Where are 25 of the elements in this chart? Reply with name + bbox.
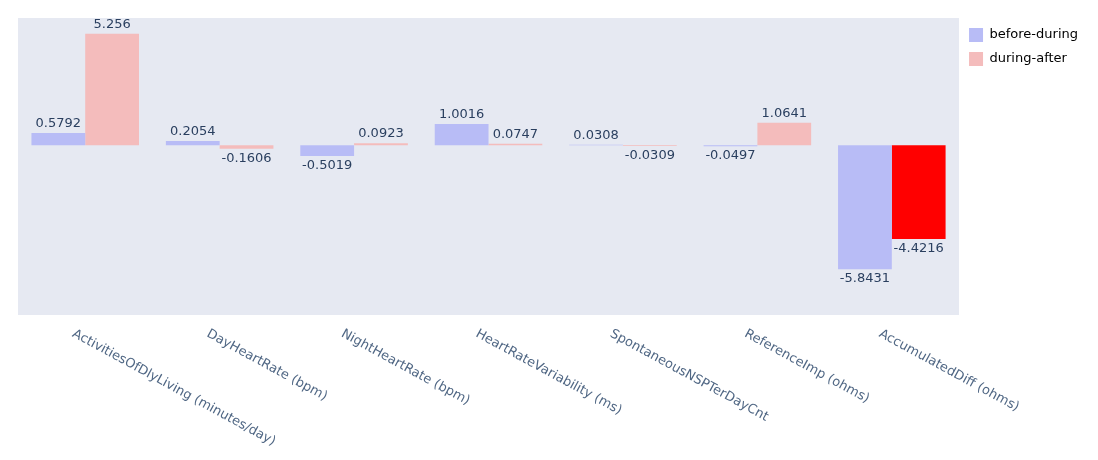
bar [434, 124, 489, 146]
data-label: 0.5792 [35, 114, 82, 130]
bar [891, 145, 946, 240]
data-label: 0.0923 [358, 125, 404, 141]
data-label: -0.1606 [221, 149, 272, 165]
legend-label: during-after [989, 50, 1068, 66]
data-label: -0.5019 [302, 156, 353, 172]
data-label: -4.4216 [893, 239, 944, 255]
bar [219, 145, 274, 149]
bar [165, 140, 220, 146]
data-label: -5.8431 [839, 270, 891, 286]
legend-label: before-during [989, 26, 1078, 42]
bar [300, 145, 355, 156]
bar [757, 122, 812, 146]
bar [838, 145, 892, 270]
data-label: 0.0747 [492, 125, 539, 141]
data-label: 0.2054 [170, 122, 216, 138]
data-label: 1.0016 [438, 105, 485, 121]
bar [31, 133, 86, 146]
data-label: 0.0308 [573, 126, 619, 142]
bar [85, 33, 139, 146]
data-label: 1.0641 [761, 104, 808, 120]
data-label: -0.0309 [624, 146, 675, 162]
data-label: -0.0497 [705, 147, 756, 163]
data-label: 5.256 [93, 15, 131, 31]
